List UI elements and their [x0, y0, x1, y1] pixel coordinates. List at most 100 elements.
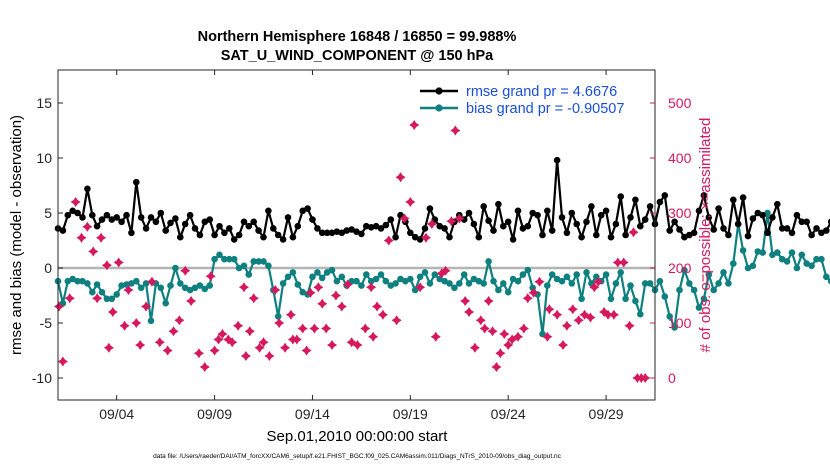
obs-count-point: [254, 342, 265, 353]
rmse-point: [270, 225, 277, 232]
bias-point: [720, 269, 727, 276]
obs-count-point: [305, 287, 316, 298]
obs-count-point: [53, 301, 64, 312]
bias-point: [177, 280, 184, 287]
bias-point: [260, 258, 267, 265]
obs-count-point: [233, 320, 244, 331]
legend: rmse grand pr = 4.6676 bias grand pr = -…: [420, 84, 624, 117]
bias-point: [524, 266, 532, 274]
rmse-point: [118, 218, 125, 226]
obs-count-point: [264, 351, 275, 361]
rmse-point: [64, 211, 72, 219]
obs-count-point: [628, 227, 639, 238]
obs-count-point: [327, 340, 338, 350]
bias-point: [774, 249, 781, 256]
rmse-point: [612, 220, 620, 228]
rmse-point: [725, 231, 732, 239]
rmse-point: [323, 229, 331, 237]
rmse-point: [147, 214, 155, 221]
bias-point: [363, 271, 370, 278]
rmse-point: [274, 231, 282, 239]
obs-count-point: [70, 197, 81, 207]
bias-series: [54, 209, 830, 338]
bias-point: [548, 271, 556, 278]
rmse-point: [583, 218, 590, 226]
rmse-point: [539, 231, 546, 239]
rmse-point: [676, 226, 683, 233]
bias-point: [250, 258, 257, 265]
bias-point: [255, 258, 262, 265]
obs-count-point: [64, 293, 75, 304]
rmse-point: [475, 233, 483, 241]
rmse-point: [827, 218, 830, 225]
rmse-point: [265, 207, 272, 215]
x-tick-label: 09/14: [295, 406, 330, 422]
bias-point: [563, 273, 571, 281]
obs-count-point: [317, 298, 328, 309]
y-right-tick-label: 500: [668, 95, 692, 111]
bias-point: [89, 288, 96, 296]
obs-count-point: [552, 309, 563, 320]
bias-point: [240, 262, 248, 270]
obs-count-point: [507, 334, 518, 345]
y-tick-label: 15: [36, 95, 52, 111]
bias-point: [201, 285, 209, 293]
rmse-point: [749, 215, 757, 222]
obs-count-point: [186, 296, 197, 306]
bias-point: [74, 277, 81, 285]
obs-count-point: [426, 219, 437, 229]
rmse-point: [240, 218, 248, 226]
obs-count-point: [558, 340, 569, 350]
bias-point: [730, 260, 737, 267]
y-right-tick-label: 0: [668, 370, 676, 386]
bias-point: [788, 249, 796, 256]
obs-count-point: [321, 323, 332, 334]
rmse-point: [172, 215, 179, 222]
rmse-point: [641, 216, 649, 223]
rmse-point: [407, 229, 414, 237]
rmse-point: [690, 229, 698, 237]
rmse-point: [255, 227, 262, 234]
bias-point: [460, 271, 468, 278]
rmse-point: [808, 231, 815, 239]
obs-count-point: [213, 334, 224, 345]
obs-count-point: [193, 348, 204, 359]
rmse-point: [289, 233, 297, 241]
legend-bias-label: bias grand pr = -0.90507: [466, 101, 624, 117]
y-right-tick-label: 100: [668, 315, 692, 331]
obs-count-point: [285, 309, 296, 320]
rmse-point: [622, 231, 629, 239]
y-right-tick-label: 300: [668, 205, 692, 221]
rmse-point: [504, 218, 512, 226]
rmse-point: [602, 207, 610, 215]
bias-point: [818, 255, 825, 263]
bias-point: [823, 273, 830, 281]
rmse-point: [710, 226, 717, 233]
y-tick-label: -10: [32, 370, 52, 386]
x-tick-label: 09/04: [99, 406, 134, 422]
bias-point: [162, 299, 169, 307]
bias-point: [612, 280, 620, 287]
obs-count-point: [368, 331, 379, 342]
obs-count-point: [599, 307, 610, 317]
rmse-point: [196, 231, 204, 239]
bias-point: [108, 295, 116, 303]
rmse-point: [382, 221, 390, 229]
obs-count-point: [309, 323, 320, 334]
rmse-point: [715, 205, 722, 212]
rmse-point: [509, 236, 517, 243]
obs-count-point: [399, 213, 410, 224]
obs-count-point: [88, 246, 99, 257]
y-tick-label: -5: [40, 315, 53, 331]
bias-point: [661, 293, 669, 300]
rmse-point: [514, 207, 522, 215]
rmse-point: [705, 214, 713, 221]
rmse-point: [656, 198, 664, 206]
obs-count-point: [101, 260, 112, 271]
obs-count-point: [579, 309, 590, 320]
bias-point: [793, 264, 801, 272]
rmse-point: [485, 217, 492, 224]
bias-point: [211, 255, 218, 263]
rmse-point: [186, 211, 194, 219]
rmse-point: [177, 233, 184, 241]
